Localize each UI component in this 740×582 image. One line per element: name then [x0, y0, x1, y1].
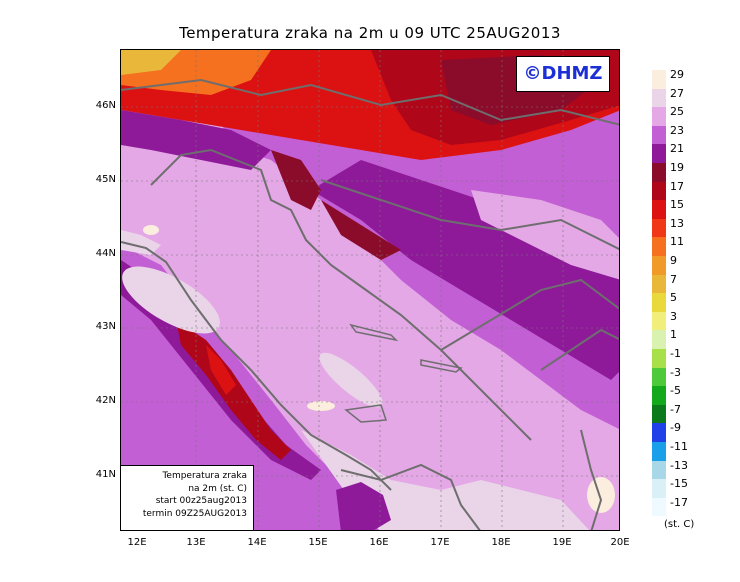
info-line-1: Temperatura zraka [162, 471, 247, 481]
lon-tick-14e: 14E [247, 537, 267, 548]
lat-tick-46n: 46N [95, 100, 116, 111]
coastline-italy [121, 241, 392, 491]
lon-tick-15e: 15E [308, 537, 328, 548]
legend-swatch [652, 367, 666, 387]
legend-swatch [652, 349, 666, 368]
lat-tick-44n: 44N [95, 248, 116, 259]
border-north [121, 78, 619, 126]
border-montenegro [540, 328, 619, 371]
info-line-2: na 2m (st. C) [188, 483, 247, 494]
legend-swatch [652, 311, 666, 331]
legend-swatch [652, 423, 666, 442]
lat-tick-42n: 42N [95, 395, 116, 406]
istria-dark [271, 150, 321, 210]
legend-swatch [652, 144, 666, 163]
info-line-4: termin 09Z25AUG2013 [142, 508, 247, 519]
border-bih-south [440, 278, 619, 351]
legend-swatch [652, 70, 666, 89]
legend-label: 23 [670, 123, 684, 137]
warm-spot-2 [587, 477, 615, 513]
legend-label: -7 [670, 402, 681, 416]
legend-label: -15 [670, 477, 688, 491]
map-title: Temperatura zraka na 2m u 09 UTC 25AUG20… [179, 24, 561, 42]
legend-swatch [652, 479, 666, 498]
apennines-red-core [176, 320, 291, 460]
border-albania [580, 429, 603, 530]
legend-swatch [652, 330, 666, 349]
lat-tick-43n: 43N [95, 321, 116, 332]
legend-label: 21 [670, 142, 684, 156]
coastline-istria [150, 148, 532, 441]
lon-tick-19e: 19E [552, 537, 572, 548]
italy-coast-pale [121, 230, 161, 255]
info-box: Temperatura zraka na 2m (st. C) start 00… [120, 465, 254, 531]
info-line-3: start 00z25aug2013 [155, 496, 247, 506]
balkan-ridge-red [321, 200, 401, 260]
coastline-italy-south [340, 463, 481, 530]
legend-label: 27 [670, 86, 684, 100]
alpine-yellow [121, 50, 181, 75]
legend-swatch [652, 460, 666, 480]
pannonian-pale [471, 190, 619, 280]
legend-label: 1 [670, 328, 677, 342]
legend-label: -3 [670, 365, 681, 379]
island-2 [420, 359, 463, 373]
legend-label: 19 [670, 161, 684, 174]
legend-swatch [652, 404, 666, 424]
italy-south-violet [336, 482, 391, 530]
legend-swatch [652, 88, 666, 108]
legend-swatch [652, 125, 666, 145]
warm-spot-3 [143, 225, 159, 235]
legend-label: 25 [670, 105, 684, 119]
border-bih [320, 179, 619, 251]
legend-label: 5 [670, 291, 677, 305]
legend-label: -17 [670, 495, 688, 509]
gargano [344, 404, 388, 423]
warm-spot [307, 401, 335, 411]
legend-swatch [652, 497, 666, 517]
lat-tick-41n: 41N [95, 469, 116, 480]
legend-swatch [652, 200, 666, 219]
dhmz-logo: ©DHMZ [516, 56, 610, 92]
lon-tick-20e: 20E [610, 537, 630, 548]
balkan-dinaric-violet [311, 160, 619, 380]
legend-swatch [652, 386, 666, 405]
legend-swatch [652, 163, 666, 182]
legend-label: -9 [670, 421, 681, 435]
legend-units: (st. C) [664, 519, 695, 530]
lon-tick-13e: 13E [186, 537, 206, 548]
legend-swatch [652, 181, 666, 201]
lon-tick-17e: 17E [430, 537, 450, 548]
apennines-hot [206, 345, 236, 395]
legend-label: 7 [670, 272, 677, 286]
lon-tick-18e: 18E [491, 537, 511, 548]
legend-label: 29 [670, 68, 684, 81]
legend-label: 3 [670, 309, 677, 323]
lon-tick-12e: 12E [127, 537, 147, 548]
island-1 [349, 323, 399, 342]
legend-swatch [652, 237, 666, 256]
legend-swatch [652, 442, 666, 461]
sea-pale-spot-2 [319, 352, 383, 408]
legend-label: -1 [670, 347, 681, 360]
legend-swatch [652, 107, 666, 126]
legend-label: -13 [670, 458, 688, 472]
legend-label: 11 [670, 235, 684, 249]
legend-label: 9 [670, 254, 677, 267]
legend-label: 17 [670, 179, 684, 193]
legend-swatch [652, 274, 666, 294]
lat-tick-45n: 45N [95, 174, 116, 185]
sea-pale-spot [122, 266, 220, 334]
legend-label: -5 [670, 384, 681, 398]
legend-label: -11 [670, 440, 688, 453]
legend-label: 13 [670, 216, 684, 230]
legend-label: 15 [670, 198, 684, 212]
temperature-map [120, 49, 620, 531]
lon-tick-16e: 16E [369, 537, 389, 548]
legend-swatch [652, 256, 666, 275]
legend-swatch [652, 293, 666, 312]
legend-swatch [652, 218, 666, 238]
